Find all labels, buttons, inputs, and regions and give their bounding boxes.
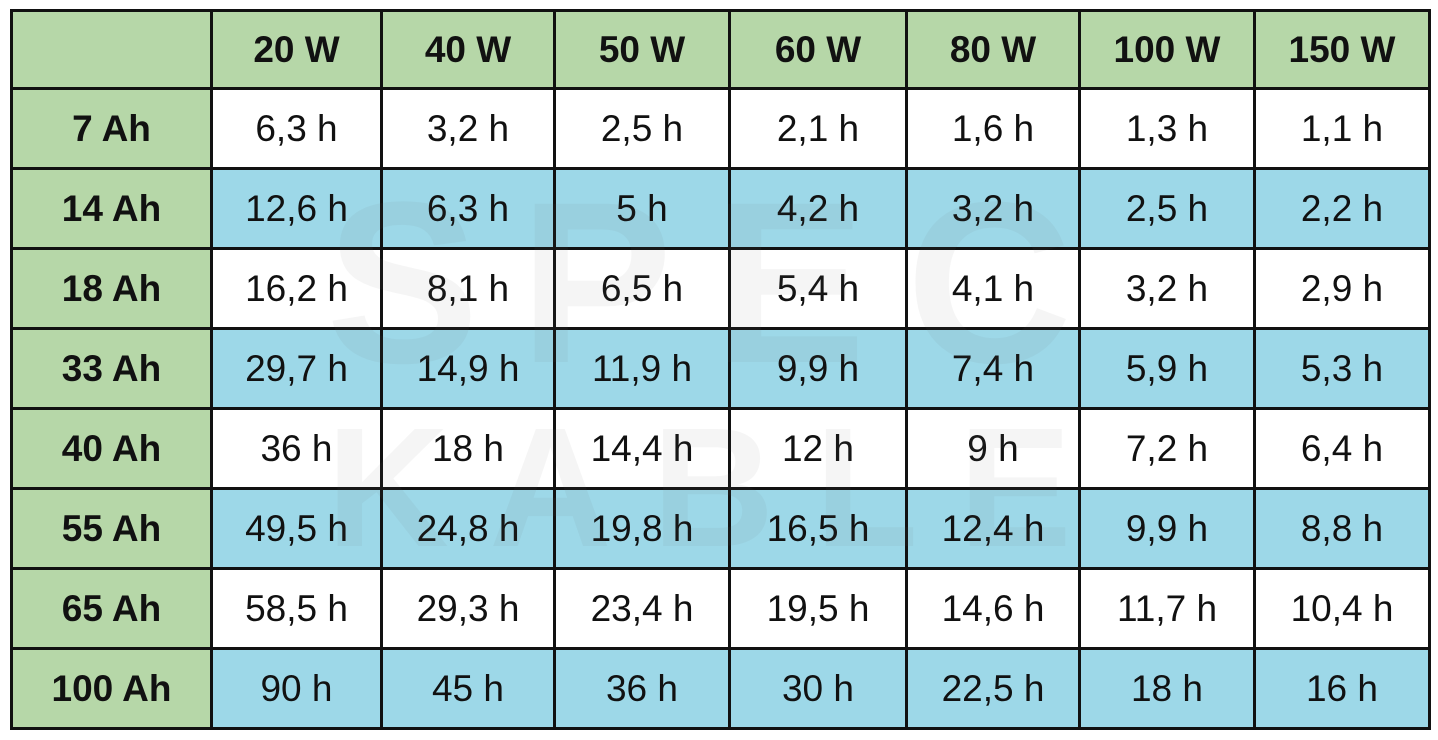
row-header: 14 Ah [10,167,213,250]
table-cell: 5,4 h [728,247,908,330]
table-cell: 16,5 h [728,487,908,570]
row-header: 7 Ah [10,87,213,170]
table-cell: 36 h [210,407,383,490]
table-cell: 16 h [1253,647,1431,730]
table-cell: 3,2 h [905,167,1081,250]
table-cell: 12,4 h [905,487,1081,570]
table-cell: 2,2 h [1253,167,1431,250]
table-cell: 14,9 h [380,327,556,410]
table-cell: 18 h [1078,647,1256,730]
table-cell: 16,2 h [210,247,383,330]
row-header: 40 Ah [10,407,213,490]
header-row: 20 W 40 W 50 W 60 W 80 W 100 W 150 W [10,9,1431,90]
table-cell: 14,6 h [905,567,1081,650]
column-header: 40 W [380,9,556,90]
column-header: 80 W [905,9,1081,90]
table-cell: 5 h [553,167,731,250]
column-header: 20 W [210,9,383,90]
table-cell: 2,5 h [553,87,731,170]
table-cell: 3,2 h [1078,247,1256,330]
table-row: 55 Ah 49,5 h 24,8 h 19,8 h 16,5 h 12,4 h 9,9 h… [10,487,1431,570]
table-cell: 58,5 h [210,567,383,650]
table-cell: 14,4 h [553,407,731,490]
table-row: 18 Ah 16,2 h 8,1 h 6,5 h 5,4 h 4,1 h 3,2 h 2,9 … [10,247,1431,330]
table-cell: 6,3 h [210,87,383,170]
column-header: 100 W [1078,9,1256,90]
table-cell: 9 h [905,407,1081,490]
row-header: 33 Ah [10,327,213,410]
table-cell: 36 h [553,647,731,730]
column-header: 60 W [728,9,908,90]
table-cell: 10,4 h [1253,567,1431,650]
table-cell: 30 h [728,647,908,730]
table-row: 65 Ah 58,5 h 29,3 h 23,4 h 19,5 h 14,6 h 11,7 … [10,567,1431,650]
table-cell: 8,8 h [1253,487,1431,570]
table-cell: 7,2 h [1078,407,1256,490]
corner-cell [10,9,213,90]
table-cell: 49,5 h [210,487,383,570]
column-header: 150 W [1253,9,1431,90]
table-row: 33 Ah 29,7 h 14,9 h 11,9 h 9,9 h 7,4 h 5,9 h 5,… [10,327,1431,410]
table-cell: 2,1 h [728,87,908,170]
table-cell: 7,4 h [905,327,1081,410]
table-cell: 1,1 h [1253,87,1431,170]
table-cell: 11,7 h [1078,567,1256,650]
table-cell: 2,9 h [1253,247,1431,330]
table-row: 7 Ah 6,3 h 3,2 h 2,5 h 2,1 h 1,6 h 1,3 h 1,1 h [10,87,1431,170]
table-cell: 8,1 h [380,247,556,330]
table-cell: 2,5 h [1078,167,1256,250]
table-cell: 19,8 h [553,487,731,570]
table-row: 100 Ah 90 h 45 h 36 h 30 h 22,5 h 18 h 16 h [10,647,1431,730]
table-cell: 45 h [380,647,556,730]
table-cell: 90 h [210,647,383,730]
table-cell: 3,2 h [380,87,556,170]
table-cell: 5,3 h [1253,327,1431,410]
table-cell: 29,7 h [210,327,383,410]
table-cell: 18 h [380,407,556,490]
table-cell: 6,3 h [380,167,556,250]
column-header: 50 W [553,9,731,90]
table-cell: 22,5 h [905,647,1081,730]
table-cell: 11,9 h [553,327,731,410]
table-cell: 29,3 h [380,567,556,650]
table-cell: 4,1 h [905,247,1081,330]
table-cell: 1,3 h [1078,87,1256,170]
row-header: 65 Ah [10,567,213,650]
table-cell: 12,6 h [210,167,383,250]
table-cell: 4,2 h [728,167,908,250]
row-header: 100 Ah [10,647,213,730]
table-cell: 6,4 h [1253,407,1431,490]
row-header: 55 Ah [10,487,213,570]
table-cell: 1,6 h [905,87,1081,170]
table-cell: 5,9 h [1078,327,1256,410]
table-cell: 9,9 h [1078,487,1256,570]
table-cell: 24,8 h [380,487,556,570]
table-cell: 19,5 h [728,567,908,650]
row-header: 18 Ah [10,247,213,330]
table-cell: 23,4 h [553,567,731,650]
table-cell: 9,9 h [728,327,908,410]
table-cell: 12 h [728,407,908,490]
table-cell: 6,5 h [553,247,731,330]
